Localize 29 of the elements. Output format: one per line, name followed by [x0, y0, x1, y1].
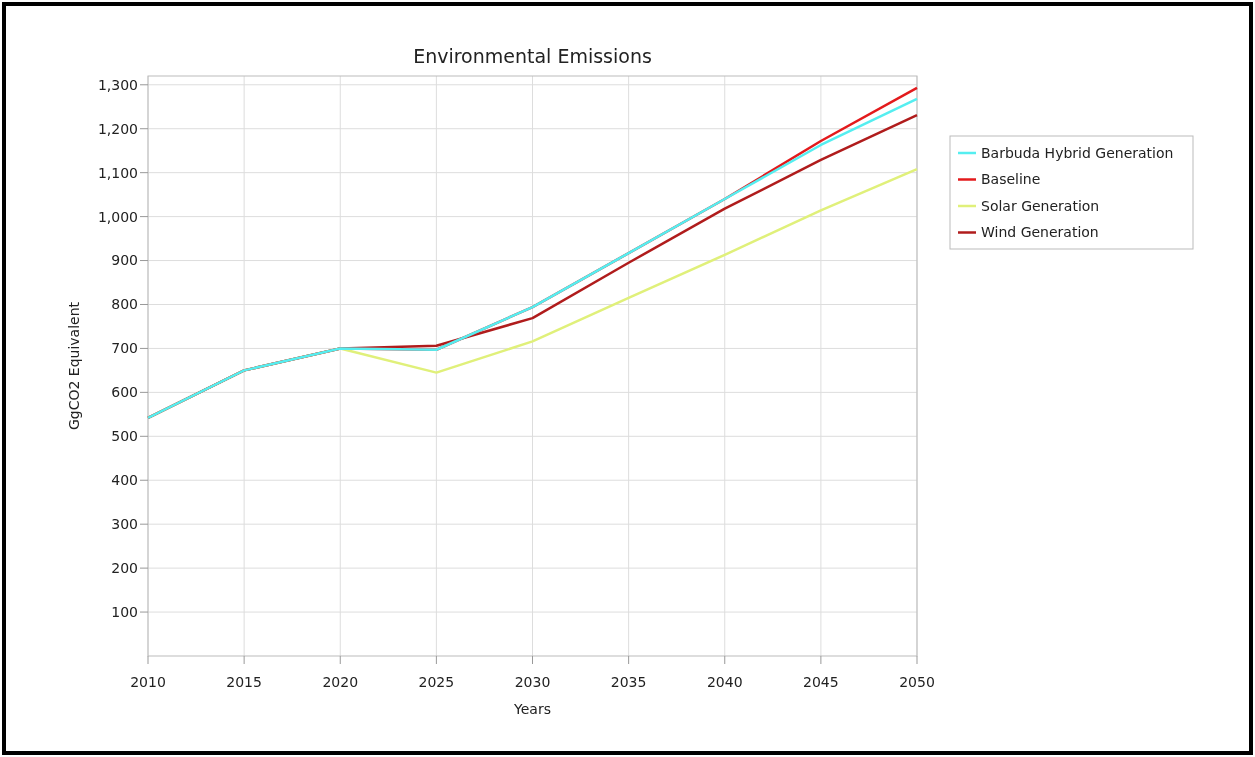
x-tick-label: 2020	[322, 674, 359, 690]
y-tick-label: 600	[111, 384, 138, 401]
y-tick-label: 800	[111, 296, 138, 313]
y-tick-label: 1,200	[97, 120, 138, 137]
legend-label: Baseline	[981, 171, 1041, 188]
y-tick-label: 900	[111, 252, 138, 269]
x-axis-title: Years	[513, 701, 551, 717]
y-tick-label: 1,300	[97, 76, 138, 93]
y-tick-label: 400	[111, 472, 138, 489]
x-tick-label: 2030	[514, 674, 551, 690]
x-tick-label: 2050	[899, 674, 935, 690]
y-tick-label: 200	[111, 560, 138, 577]
y-tick-label: 300	[111, 516, 138, 533]
x-tick-label: 2015	[226, 674, 262, 690]
y-axis-title: GgCO2 Equivalent	[66, 301, 82, 431]
legend-label: Wind Generation	[981, 224, 1099, 241]
y-tick-label: 100	[111, 603, 138, 620]
y-tick-label: 700	[111, 340, 138, 357]
legend-label: Barbuda Hybrid Generation	[981, 144, 1174, 161]
legend-label: Solar Generation	[981, 197, 1100, 214]
y-tick-label: 1,100	[97, 164, 138, 181]
x-tick-label: 2010	[130, 674, 166, 690]
x-tick-label: 2035	[610, 674, 647, 690]
y-tick-label: 500	[111, 428, 138, 445]
y-tick-label: 1,000	[97, 208, 138, 225]
x-tick-label: 2045	[803, 674, 839, 690]
x-tick-label: 2025	[418, 674, 455, 690]
chart-title: Environmental Emissions	[413, 45, 652, 67]
x-tick-label: 2040	[706, 674, 743, 690]
